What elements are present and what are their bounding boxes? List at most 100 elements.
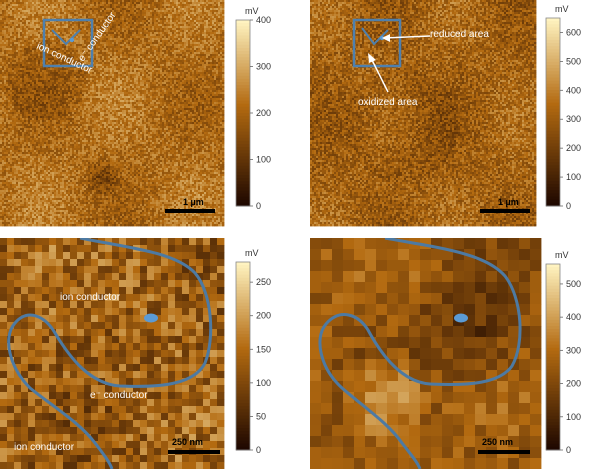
map-pixel <box>52 68 55 71</box>
map-pixel <box>152 38 155 41</box>
map-pixel <box>34 14 37 17</box>
map-pixel <box>148 22 151 25</box>
map-pixel <box>150 2 153 5</box>
map-pixel <box>106 18 109 21</box>
map-pixel <box>78 0 81 3</box>
map-pixel <box>184 60 187 63</box>
map-pixel <box>204 30 207 33</box>
map-pixel <box>144 8 147 11</box>
map-pixel <box>18 84 21 87</box>
map-pixel <box>160 40 163 43</box>
map-pixel <box>198 64 201 67</box>
map-pixel <box>138 30 141 33</box>
map-pixel <box>178 32 181 35</box>
map-pixel <box>132 4 135 7</box>
map-pixel <box>186 56 189 59</box>
map-pixel <box>178 34 181 37</box>
map-pixel <box>208 64 211 67</box>
map-pixel <box>142 10 145 13</box>
map-pixel <box>150 8 153 11</box>
map-pixel <box>128 80 131 83</box>
map-pixel <box>58 52 61 55</box>
map-pixel <box>188 22 191 25</box>
map-pixel <box>56 30 59 33</box>
map-pixel <box>176 14 179 17</box>
map-pixel <box>144 70 147 73</box>
map-pixel <box>216 74 219 77</box>
map-pixel <box>52 2 55 5</box>
map-pixel <box>128 60 131 63</box>
map-pixel <box>14 10 17 13</box>
map-pixel <box>110 36 113 39</box>
map-pixel <box>196 44 199 47</box>
map-pixel <box>48 56 51 59</box>
map-pixel <box>40 82 43 85</box>
map-pixel <box>162 20 165 23</box>
map-pixel <box>10 74 13 77</box>
map-pixel <box>214 32 217 35</box>
map-pixel <box>164 20 167 23</box>
map-pixel <box>84 74 87 77</box>
map-pixel <box>12 38 15 41</box>
map-pixel <box>92 10 95 13</box>
map-pixel <box>50 84 53 87</box>
map-pixel <box>148 66 151 69</box>
map-pixel <box>74 4 77 7</box>
map-pixel <box>218 12 221 15</box>
map-pixel <box>30 88 33 91</box>
map-pixel <box>36 20 39 23</box>
map-pixel <box>96 30 99 33</box>
map-pixel <box>190 36 193 39</box>
map-pixel <box>214 2 217 5</box>
map-pixel <box>210 36 213 39</box>
map-pixel <box>68 68 71 71</box>
map-pixel <box>188 74 191 77</box>
map-pixel <box>14 86 17 89</box>
map-pixel <box>134 88 137 91</box>
map-pixel <box>124 84 127 87</box>
map-pixel <box>88 30 91 33</box>
map-pixel <box>86 8 89 11</box>
map-pixel <box>118 30 121 33</box>
map-pixel <box>14 78 17 81</box>
map-pixel <box>96 58 99 61</box>
map-pixel <box>78 56 81 59</box>
map-pixel <box>164 46 167 49</box>
map-pixel <box>176 34 179 37</box>
map-pixel <box>176 8 179 11</box>
map-pixel <box>158 84 161 87</box>
map-pixel <box>156 48 159 51</box>
map-pixel <box>34 28 37 31</box>
map-pixel <box>208 62 211 65</box>
map-pixel <box>218 32 221 35</box>
map-pixel <box>172 44 175 47</box>
map-pixel <box>8 44 11 47</box>
map-pixel <box>74 44 77 47</box>
map-pixel <box>214 20 217 23</box>
map-pixel <box>140 54 143 57</box>
map-pixel <box>144 72 147 75</box>
map-pixel <box>158 56 161 59</box>
map-pixel <box>114 80 117 83</box>
map-pixel <box>212 40 215 43</box>
map-pixel <box>134 14 137 17</box>
map-pixel <box>90 82 93 85</box>
map-pixel <box>200 2 203 5</box>
map-pixel <box>86 22 89 25</box>
map-pixel <box>142 36 145 39</box>
map-pixel <box>202 32 205 35</box>
map-pixel <box>16 60 19 63</box>
map-pixel <box>156 80 159 83</box>
map-pixel <box>62 0 65 3</box>
map-pixel <box>58 0 61 3</box>
map-pixel <box>108 36 111 39</box>
map-pixel <box>68 72 71 75</box>
map-pixel <box>16 84 19 87</box>
map-pixel <box>214 80 217 83</box>
map-pixel <box>22 54 25 57</box>
map-pixel <box>220 84 223 87</box>
map-pixel <box>122 12 125 15</box>
map-pixel <box>30 10 33 13</box>
map-pixel <box>66 38 69 41</box>
map-pixel <box>48 38 51 41</box>
